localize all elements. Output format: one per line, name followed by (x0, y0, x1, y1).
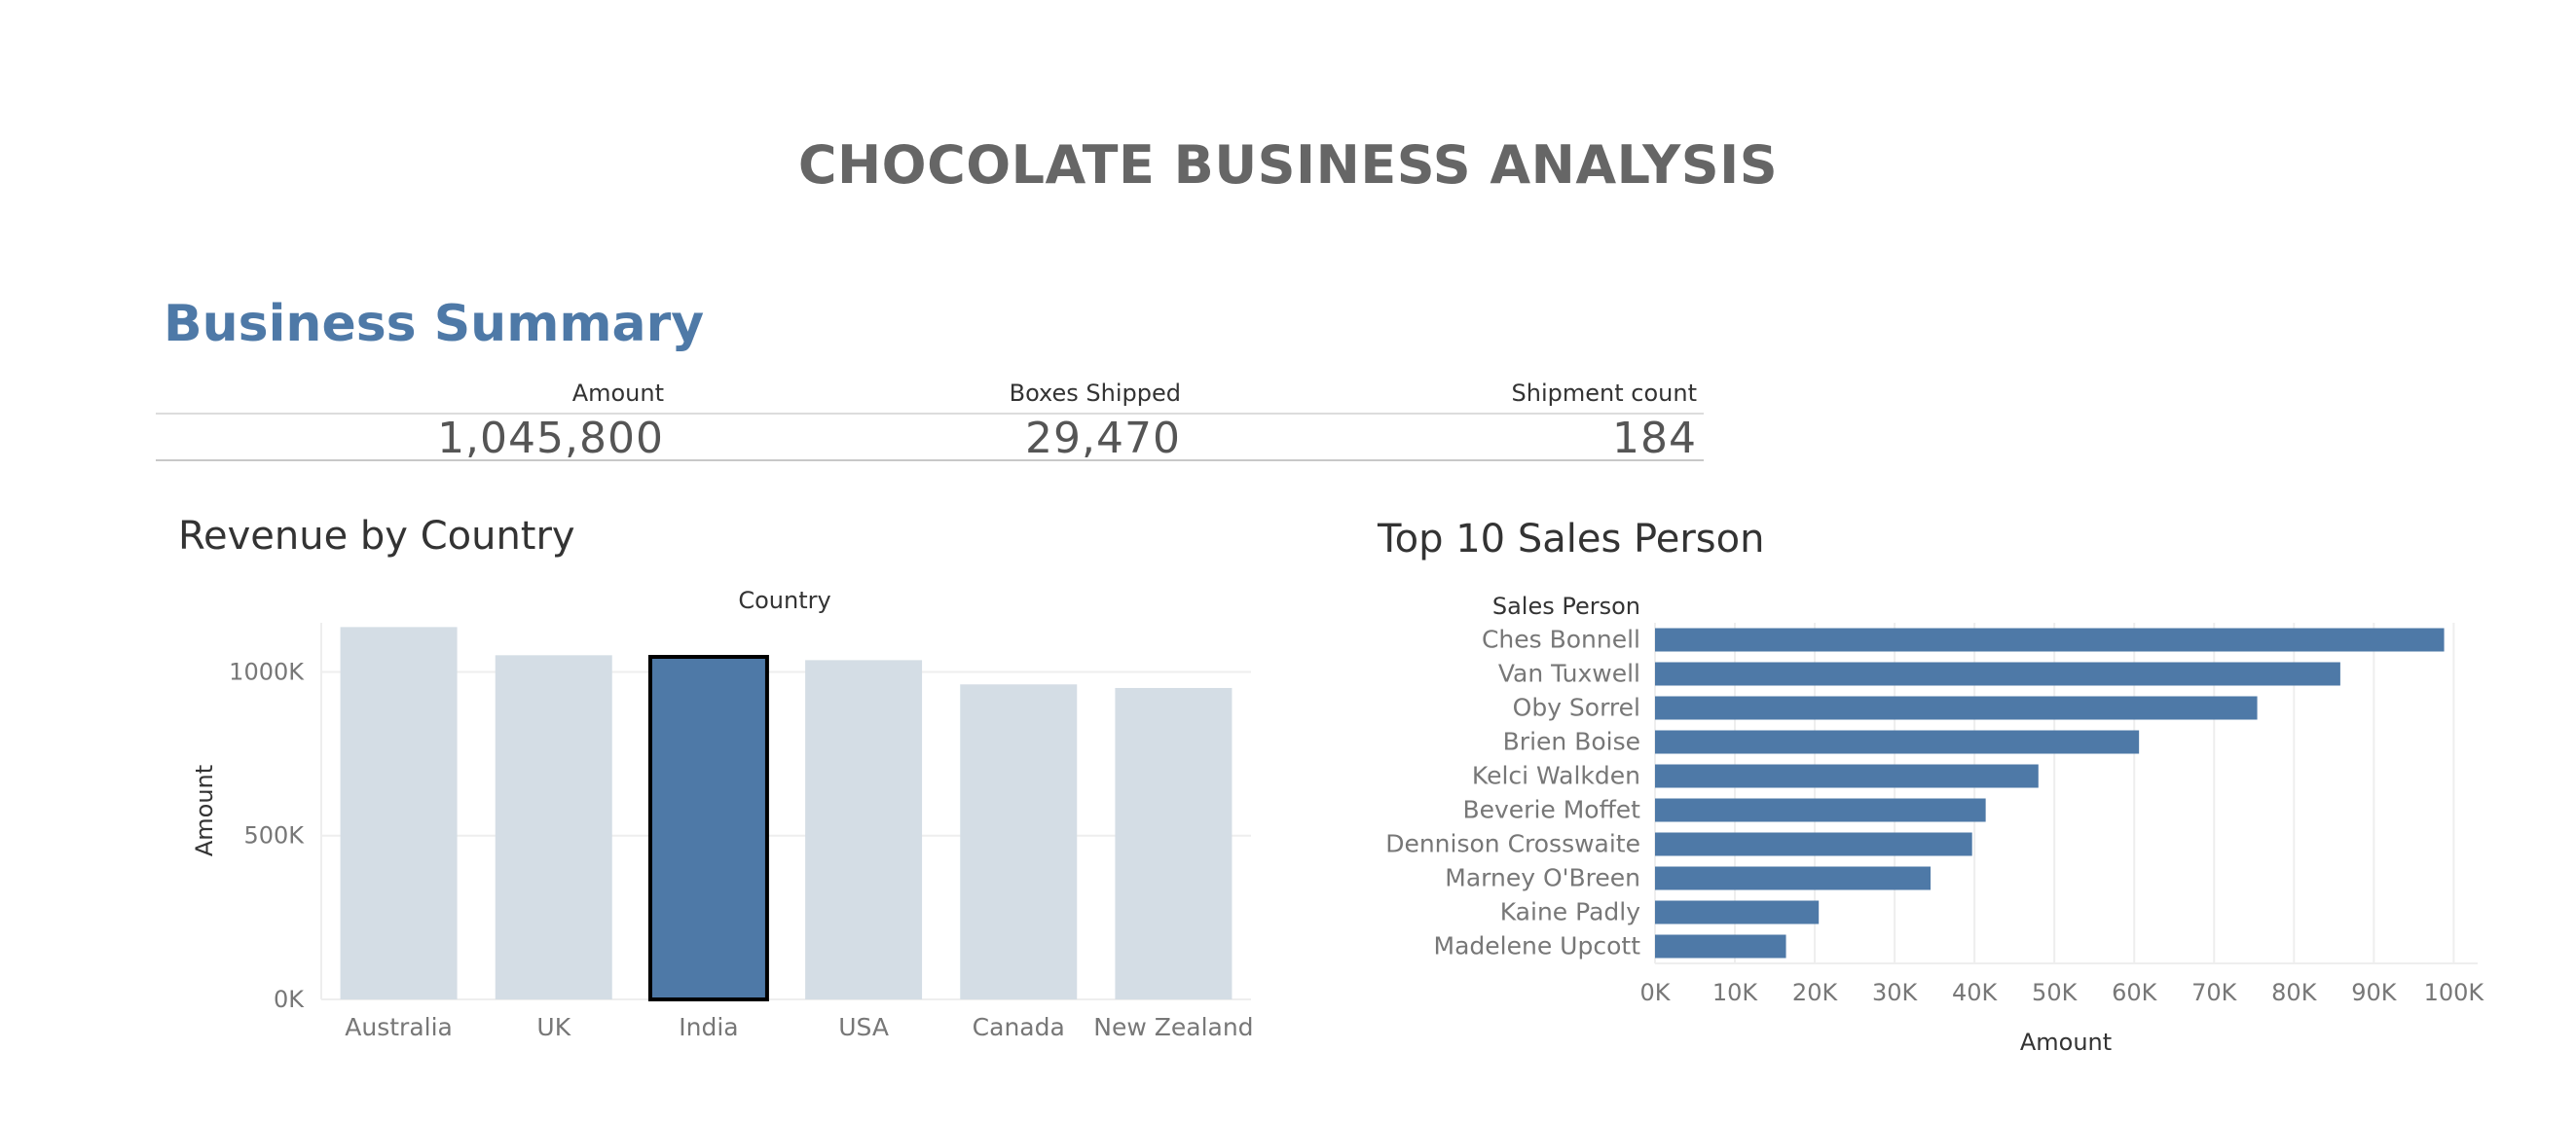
bar-madelene-upcott (1655, 934, 1786, 959)
top-sales-person-title: Top 10 Sales Person (1378, 517, 1765, 562)
x-tick-label: 40K (1952, 979, 1999, 1006)
y-axis-label: Amount (191, 765, 218, 856)
bar-usa (805, 660, 923, 999)
x-tick-label: UK (536, 1013, 570, 1041)
x-tick-label: New Zealand (1093, 1013, 1253, 1041)
kpi-shipments-value: 184 (1612, 414, 1697, 463)
x-tick-label: 70K (2191, 979, 2238, 1006)
sales-person-label: Dennison Crosswaite (1385, 830, 1640, 858)
bar-marney-o-breen (1655, 866, 1932, 890)
bar-dennison-crosswaite (1655, 832, 1972, 856)
bar-india (647, 654, 769, 1002)
sales-person-label: Ches Bonnell (1482, 626, 1640, 654)
x-tick-label: USA (838, 1013, 889, 1041)
kpi-amount-value: 1,045,800 (437, 414, 664, 463)
y-tick-label: 0K (274, 986, 305, 1013)
bar-oby-sorrel (1655, 696, 2258, 720)
x-tick-label: Canada (973, 1013, 1065, 1041)
bar-australia (340, 627, 458, 999)
bar-van-tuxwell (1655, 662, 2340, 686)
y-tick-label: 500K (243, 822, 305, 850)
x-tick-label: India (679, 1013, 738, 1041)
x-tick-label: 80K (2271, 979, 2318, 1006)
x-tick-label: 60K (2112, 979, 2158, 1006)
kpi-boxes-value: 29,470 (1025, 414, 1181, 463)
kpi-amount-label: Amount (571, 380, 664, 407)
kpi-shipments-label: Shipment count (1511, 380, 1697, 407)
kpi-header-divider (156, 413, 1704, 415)
revenue-by-country-title: Revenue by Country (178, 514, 575, 559)
x-tick-label: 0K (1639, 979, 1671, 1006)
sales-person-label: Van Tuxwell (1498, 660, 1640, 688)
x-tick-label: 90K (2351, 979, 2398, 1006)
bar-uk (495, 655, 612, 999)
sales-person-row-header: Sales Person (1492, 593, 1640, 620)
top-sales-person-chart: Sales Person 0K 10K 20K 30K 40K 50K 60K 70K 80K 90… (1385, 593, 2485, 1056)
bar-new-zealand (1115, 687, 1233, 999)
bar-beverie-moffet (1655, 798, 1986, 822)
sales-person-label: Marney O'Breen (1445, 864, 1640, 892)
bar-ches-bonnell (1655, 628, 2445, 652)
y-tick-label: 1000K (229, 658, 305, 685)
x-tick-label: 100K (2424, 979, 2485, 1006)
sales-person-label: Kaine Padly (1500, 898, 1640, 926)
bar-canada (960, 684, 1078, 999)
country-column-header: Country (738, 587, 830, 614)
sales-person-label: Kelci Walkden (1472, 762, 1640, 790)
x-tick-label: 50K (2032, 979, 2079, 1006)
x-tick-label: 20K (1792, 979, 1839, 1006)
kpi-bottom-divider (156, 459, 1704, 461)
dashboard-title: CHOCOLATE BUSINESS ANALYSIS (797, 134, 1779, 196)
kpi-boxes-label: Boxes Shipped (1009, 380, 1181, 407)
sales-person-label: Oby Sorrel (1513, 694, 1640, 722)
bar-kaine-padly (1655, 900, 1820, 924)
x-axis-label: Amount (2020, 1029, 2112, 1056)
x-tick-label: 30K (1872, 979, 1919, 1006)
bar-brien-boise (1655, 730, 2140, 754)
sales-person-label: Madelene Upcott (1434, 932, 1641, 960)
bar-kelci-walkden (1655, 764, 2039, 788)
sales-person-label: Brien Boise (1503, 728, 1640, 756)
x-tick-label: 10K (1712, 979, 1759, 1006)
sales-person-label: Beverie Moffet (1462, 796, 1640, 824)
x-tick-label: Australia (345, 1013, 453, 1041)
business-summary-heading: Business Summary (164, 295, 705, 353)
revenue-by-country-chart: Country Amount 0K 500K 1000K Australia UK India… (191, 587, 1254, 1041)
